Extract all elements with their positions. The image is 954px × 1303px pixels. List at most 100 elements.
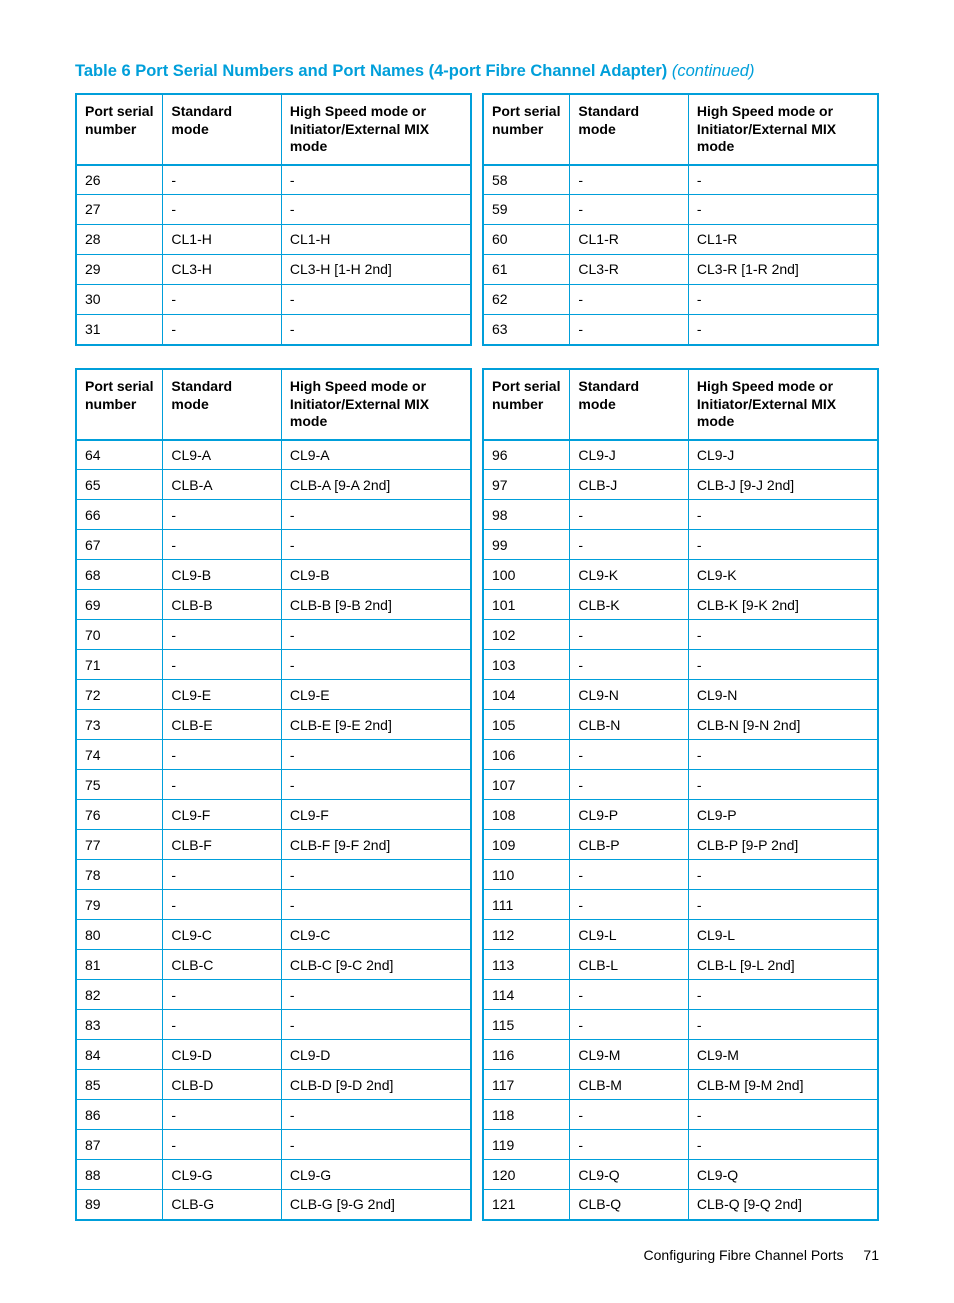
cell-hs: - bbox=[688, 1130, 878, 1160]
cell-std: CLB-P bbox=[570, 830, 689, 860]
table-row: 111-- bbox=[483, 890, 878, 920]
col-high-speed-mode: High Speed mode or Initiator/External MI… bbox=[281, 369, 471, 440]
cell-hs: - bbox=[281, 530, 471, 560]
table2-wrap: Port serial number Standard mode High Sp… bbox=[75, 368, 879, 1221]
cell-hs: - bbox=[281, 650, 471, 680]
cell-psn: 84 bbox=[76, 1040, 163, 1070]
cell-std: - bbox=[570, 500, 689, 530]
cell-hs: CLB-Q [9-Q 2nd] bbox=[688, 1190, 878, 1220]
table-row: 113CLB-LCLB-L [9-L 2nd] bbox=[483, 950, 878, 980]
cell-std: - bbox=[163, 740, 282, 770]
table-header-row: Port serial number Standard mode High Sp… bbox=[483, 94, 878, 165]
cell-psn: 73 bbox=[76, 710, 163, 740]
col-high-speed-mode: High Speed mode or Initiator/External MI… bbox=[688, 369, 878, 440]
cell-std: - bbox=[163, 890, 282, 920]
table-header-row: Port serial number Standard mode High Sp… bbox=[76, 369, 471, 440]
table2-right-body: 96CL9-JCL9-J97CLB-JCLB-J [9-J 2nd]98--99… bbox=[483, 440, 878, 1221]
cell-hs: CL9-D bbox=[281, 1040, 471, 1070]
cell-psn: 85 bbox=[76, 1070, 163, 1100]
cell-hs: - bbox=[688, 285, 878, 315]
cell-std: - bbox=[570, 195, 689, 225]
footer-section: Configuring Fibre Channel Ports bbox=[644, 1247, 844, 1263]
table-row: 58-- bbox=[483, 165, 878, 195]
cell-std: CLB-C bbox=[163, 950, 282, 980]
table-row: 110-- bbox=[483, 860, 878, 890]
cell-hs: - bbox=[688, 770, 878, 800]
table-row: 82-- bbox=[76, 980, 471, 1010]
cell-hs: CLB-E [9-E 2nd] bbox=[281, 710, 471, 740]
cell-psn: 120 bbox=[483, 1160, 570, 1190]
cell-std: - bbox=[163, 165, 282, 195]
table-row: 74-- bbox=[76, 740, 471, 770]
table-title-continued: (continued) bbox=[672, 62, 755, 80]
cell-psn: 58 bbox=[483, 165, 570, 195]
table-row: 71-- bbox=[76, 650, 471, 680]
cell-std: - bbox=[163, 195, 282, 225]
cell-psn: 61 bbox=[483, 255, 570, 285]
cell-psn: 102 bbox=[483, 620, 570, 650]
cell-std: CLB-F bbox=[163, 830, 282, 860]
cell-std: CL9-P bbox=[570, 800, 689, 830]
cell-hs: - bbox=[688, 860, 878, 890]
table-row: 61CL3-RCL3-R [1-R 2nd] bbox=[483, 255, 878, 285]
cell-std: CL9-E bbox=[163, 680, 282, 710]
col-standard-mode: Standard mode bbox=[163, 369, 282, 440]
table-row: 99-- bbox=[483, 530, 878, 560]
cell-psn: 104 bbox=[483, 680, 570, 710]
cell-std: - bbox=[163, 530, 282, 560]
cell-psn: 74 bbox=[76, 740, 163, 770]
cell-psn: 86 bbox=[76, 1100, 163, 1130]
table-row: 84CL9-DCL9-D bbox=[76, 1040, 471, 1070]
cell-psn: 106 bbox=[483, 740, 570, 770]
cell-psn: 71 bbox=[76, 650, 163, 680]
table-row: 88CL9-GCL9-G bbox=[76, 1160, 471, 1190]
cell-hs: - bbox=[281, 980, 471, 1010]
table-row: 120CL9-QCL9-Q bbox=[483, 1160, 878, 1190]
table-row: 66-- bbox=[76, 500, 471, 530]
cell-std: CL1-H bbox=[163, 225, 282, 255]
table-title: Table 6 Port Serial Numbers and Port Nam… bbox=[75, 60, 879, 83]
cell-hs: CL9-C bbox=[281, 920, 471, 950]
cell-hs: CL9-K bbox=[688, 560, 878, 590]
table1-right-body: 58--59--60CL1-RCL1-R61CL3-RCL3-R [1-R 2n… bbox=[483, 165, 878, 346]
cell-psn: 77 bbox=[76, 830, 163, 860]
cell-hs: - bbox=[688, 165, 878, 195]
cell-psn: 83 bbox=[76, 1010, 163, 1040]
table-row: 119-- bbox=[483, 1130, 878, 1160]
table-row: 73CLB-ECLB-E [9-E 2nd] bbox=[76, 710, 471, 740]
cell-hs: - bbox=[688, 890, 878, 920]
cell-psn: 103 bbox=[483, 650, 570, 680]
table-row: 105CLB-NCLB-N [9-N 2nd] bbox=[483, 710, 878, 740]
cell-psn: 76 bbox=[76, 800, 163, 830]
cell-std: - bbox=[570, 1100, 689, 1130]
cell-psn: 59 bbox=[483, 195, 570, 225]
cell-std: - bbox=[570, 740, 689, 770]
cell-hs: CL1-H bbox=[281, 225, 471, 255]
table2-right: Port serial number Standard mode High Sp… bbox=[482, 368, 879, 1221]
cell-psn: 78 bbox=[76, 860, 163, 890]
cell-hs: - bbox=[281, 1130, 471, 1160]
cell-std: CLB-A bbox=[163, 470, 282, 500]
cell-hs: - bbox=[688, 530, 878, 560]
table-row: 26-- bbox=[76, 165, 471, 195]
cell-std: - bbox=[570, 770, 689, 800]
table-row: 75-- bbox=[76, 770, 471, 800]
table-row: 108CL9-PCL9-P bbox=[483, 800, 878, 830]
cell-hs: - bbox=[281, 770, 471, 800]
cell-hs: - bbox=[281, 890, 471, 920]
cell-psn: 97 bbox=[483, 470, 570, 500]
cell-psn: 60 bbox=[483, 225, 570, 255]
table-row: 59-- bbox=[483, 195, 878, 225]
table-row: 96CL9-JCL9-J bbox=[483, 440, 878, 470]
cell-std: - bbox=[163, 1010, 282, 1040]
cell-std: CL3-R bbox=[570, 255, 689, 285]
cell-psn: 111 bbox=[483, 890, 570, 920]
cell-hs: - bbox=[281, 195, 471, 225]
cell-hs: CLB-P [9-P 2nd] bbox=[688, 830, 878, 860]
table-row: 118-- bbox=[483, 1100, 878, 1130]
cell-std: CLB-G bbox=[163, 1190, 282, 1220]
cell-psn: 64 bbox=[76, 440, 163, 470]
col-standard-mode: Standard mode bbox=[570, 369, 689, 440]
table-row: 103-- bbox=[483, 650, 878, 680]
cell-hs: CL9-L bbox=[688, 920, 878, 950]
